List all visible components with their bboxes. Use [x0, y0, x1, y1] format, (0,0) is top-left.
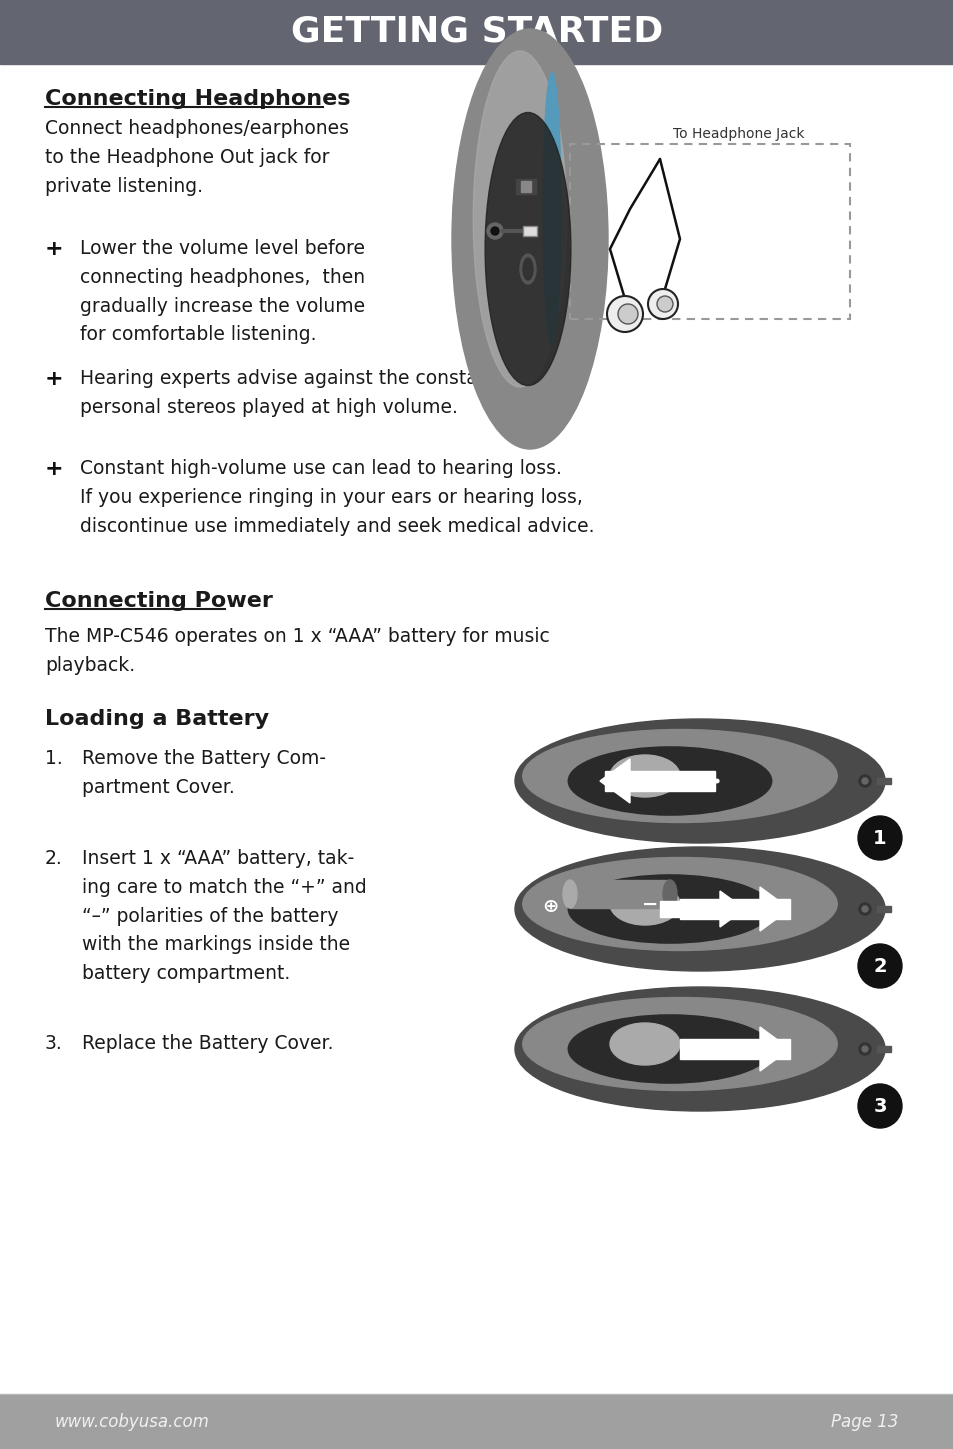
Ellipse shape: [522, 258, 533, 280]
Ellipse shape: [568, 746, 771, 816]
Ellipse shape: [568, 1014, 771, 1082]
Text: 3.: 3.: [45, 1035, 63, 1053]
Text: 1.: 1.: [45, 749, 63, 768]
Text: 3: 3: [872, 1097, 886, 1116]
Text: Replace the Battery Cover.: Replace the Battery Cover.: [82, 1035, 334, 1053]
Circle shape: [647, 288, 678, 319]
Bar: [569, 143, 849, 319]
Circle shape: [857, 943, 901, 988]
Ellipse shape: [542, 72, 560, 345]
Text: Insert 1 x “AAA” battery, tak-
ing care to match the “+” and
“–” polarities of t: Insert 1 x “AAA” battery, tak- ing care …: [82, 849, 366, 982]
Bar: [876, 1046, 890, 1052]
Polygon shape: [760, 1027, 789, 1071]
Text: Remove the Battery Com-
partment Cover.: Remove the Battery Com- partment Cover.: [82, 749, 326, 797]
Bar: [569, 880, 669, 909]
Bar: [0, 1394, 953, 1449]
Polygon shape: [760, 887, 789, 932]
Polygon shape: [599, 759, 629, 803]
Circle shape: [858, 1043, 870, 1055]
Bar: [0, 0, 953, 64]
Ellipse shape: [519, 254, 536, 284]
Ellipse shape: [515, 848, 884, 971]
Text: +: +: [45, 369, 64, 388]
Text: Lower the volume level before
connecting headphones,  then
gradually increase th: Lower the volume level before connecting…: [80, 239, 365, 345]
Text: www.cobyusa.com: www.cobyusa.com: [55, 1413, 210, 1432]
Ellipse shape: [522, 997, 837, 1091]
Circle shape: [862, 778, 867, 784]
Ellipse shape: [484, 113, 570, 385]
Ellipse shape: [522, 729, 837, 823]
Bar: [876, 906, 890, 911]
Ellipse shape: [609, 1023, 679, 1065]
Circle shape: [491, 227, 498, 235]
Bar: [604, 771, 714, 791]
Ellipse shape: [662, 880, 677, 909]
Text: +: +: [45, 239, 64, 259]
Text: To Headphone Jack: To Headphone Jack: [672, 128, 803, 141]
Circle shape: [618, 304, 638, 325]
Bar: [659, 901, 744, 917]
Text: 1: 1: [872, 829, 886, 848]
Circle shape: [858, 903, 870, 914]
Text: The MP-C546 operates on 1 x “AAA” battery for music
playback.: The MP-C546 operates on 1 x “AAA” batter…: [45, 627, 549, 675]
Circle shape: [857, 816, 901, 861]
Text: +: +: [45, 459, 64, 480]
Ellipse shape: [452, 29, 607, 449]
Circle shape: [657, 296, 672, 312]
Circle shape: [606, 296, 642, 332]
Text: Connect headphones/earphones
to the Headphone Out jack for
private listening.: Connect headphones/earphones to the Head…: [45, 119, 349, 196]
Ellipse shape: [515, 987, 884, 1111]
Text: Connecting Power: Connecting Power: [45, 591, 273, 611]
Text: Page 13: Page 13: [831, 1413, 898, 1432]
Bar: [516, 180, 536, 194]
Ellipse shape: [473, 51, 566, 387]
Circle shape: [858, 775, 870, 787]
Text: GETTING STARTED: GETTING STARTED: [291, 14, 662, 49]
Ellipse shape: [515, 719, 884, 843]
Text: Connecting Headphones: Connecting Headphones: [45, 88, 358, 109]
Circle shape: [486, 223, 502, 239]
Bar: [520, 181, 531, 193]
Text: Constant high-volume use can lead to hearing loss.
If you experience ringing in : Constant high-volume use can lead to hea…: [80, 459, 594, 536]
Ellipse shape: [568, 875, 771, 943]
Text: −: −: [641, 894, 658, 913]
Bar: [679, 1039, 789, 1059]
Bar: [522, 226, 537, 236]
Bar: [876, 778, 890, 784]
Text: 2: 2: [872, 956, 886, 975]
Text: 2.: 2.: [45, 849, 63, 868]
Ellipse shape: [522, 858, 837, 951]
Text: Loading a Battery: Loading a Battery: [45, 709, 269, 729]
Ellipse shape: [609, 882, 679, 924]
Polygon shape: [720, 891, 744, 927]
Ellipse shape: [562, 880, 577, 909]
Circle shape: [862, 1046, 867, 1052]
Circle shape: [857, 1084, 901, 1127]
Circle shape: [862, 906, 867, 911]
Ellipse shape: [609, 755, 679, 797]
Bar: [679, 898, 789, 919]
Text: Hearing experts advise against the constant use of
personal stereos played at hi: Hearing experts advise against the const…: [80, 369, 559, 417]
Text: ⊕: ⊕: [541, 897, 558, 916]
